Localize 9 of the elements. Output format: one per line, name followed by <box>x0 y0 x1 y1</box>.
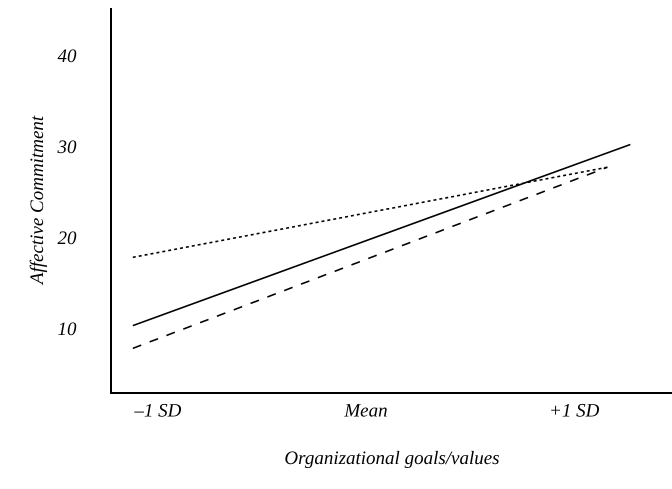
x-tick-label: +1 SD <box>549 400 600 422</box>
y-tick-label: 30 <box>56 136 77 158</box>
x-tick-label: –1 SD <box>133 400 182 422</box>
y-tick-label: 40 <box>57 46 77 67</box>
x-axis-title: Organizational goals/values <box>284 448 500 469</box>
y-tick-label: 20 <box>57 228 77 249</box>
x-tick-label: Mean <box>343 400 388 422</box>
y-tick-label: 10 <box>57 318 77 340</box>
y-axis-title: Affective Commitment <box>26 115 48 286</box>
